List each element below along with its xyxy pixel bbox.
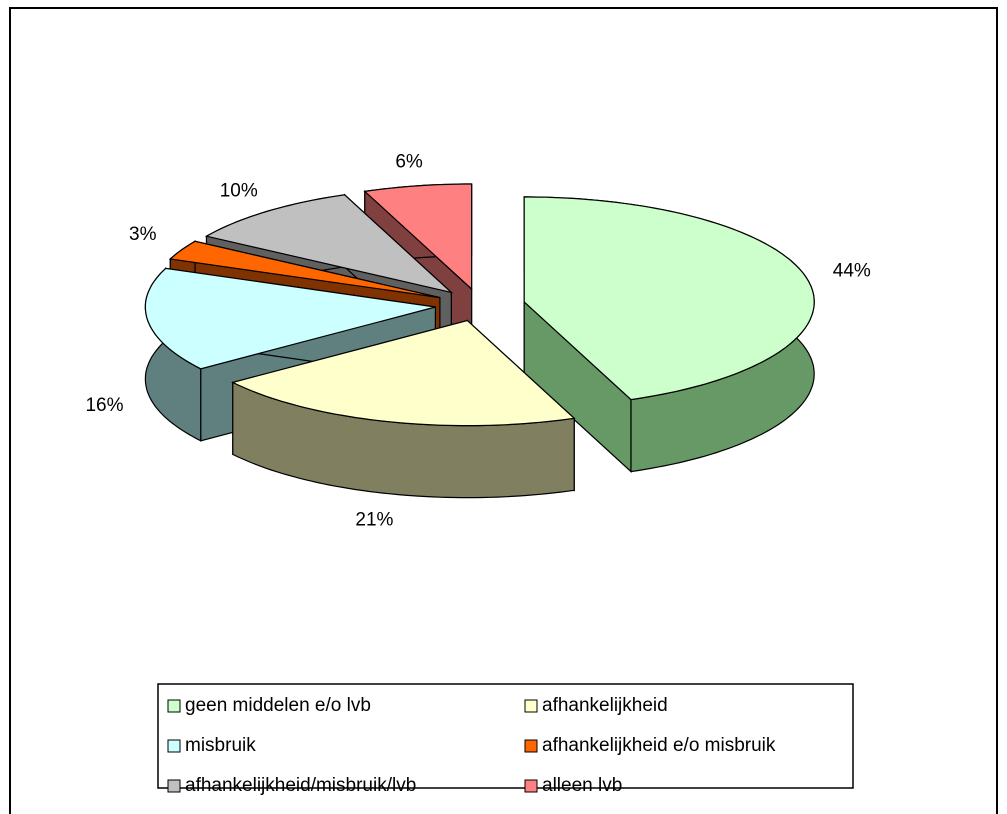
slice-top: [363, 183, 473, 291]
legend-label: afhankelijkheid e/o misbruik: [542, 735, 776, 756]
legend-label: afhankelijkheid/misbruik/lvb: [185, 775, 416, 796]
data-label: 10%: [220, 180, 258, 201]
slice-top: [144, 267, 436, 370]
legend-label: afhankelijkheid: [542, 695, 668, 716]
legend-label: geen middelen e/o lvb: [185, 695, 371, 716]
chart-border: [9, 7, 998, 814]
slice-top: [204, 194, 454, 294]
slice-top: [231, 319, 576, 427]
legend-swatch: [524, 779, 538, 793]
legend-swatch: [524, 699, 538, 713]
data-label: 3%: [129, 224, 157, 245]
legend-swatch: [167, 739, 181, 753]
legend-label: misbruik: [185, 735, 256, 756]
legend-box: [157, 683, 854, 789]
data-label: 44%: [833, 260, 871, 281]
data-label: 16%: [85, 395, 123, 416]
slice-top: [523, 196, 815, 401]
legend-swatch: [524, 739, 538, 753]
data-label: 21%: [355, 510, 393, 531]
legend-swatch: [167, 779, 181, 793]
slice: [231, 319, 576, 499]
data-label: 6%: [395, 151, 423, 172]
legend-label: alleen lvb: [542, 775, 622, 796]
slice: [523, 196, 815, 473]
legend-swatch: [167, 699, 181, 713]
slice-top: [168, 240, 441, 299]
